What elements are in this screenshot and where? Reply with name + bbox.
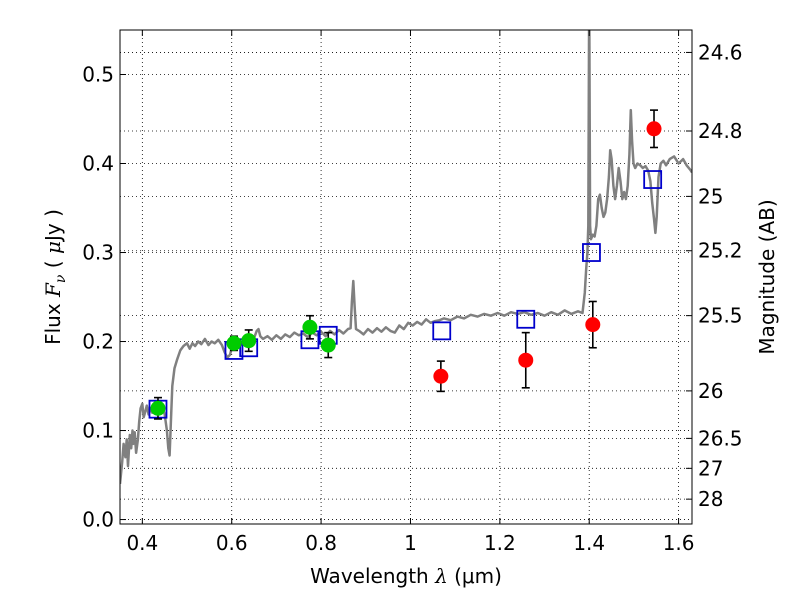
spectrum-line	[120, 30, 692, 485]
green-data-point	[150, 400, 166, 416]
y-axis-label: Flux Fν ( μJy )	[41, 209, 69, 345]
red-data-point	[433, 368, 449, 384]
x-tick-label: 0.4	[126, 531, 158, 555]
y2-tick-label: 25.2	[698, 239, 743, 263]
model-square	[643, 170, 663, 189]
x-tick-label: 1.4	[573, 531, 605, 555]
y2-tick-label: 26.5	[698, 426, 743, 450]
x-tick-label: 1	[404, 531, 417, 555]
y2-tick-label: 27	[698, 456, 723, 480]
green-data-point	[320, 337, 336, 353]
green-data-point	[302, 319, 318, 335]
y-tick-label: 0.2	[82, 330, 114, 354]
y2-axis-label: Magnitude (AB)	[755, 199, 779, 354]
x-axis-label: Wavelength λ (μm)	[310, 564, 502, 588]
y2-tick-label: 25.5	[698, 304, 743, 328]
x-tick-label: 1.6	[663, 531, 695, 555]
markers	[148, 109, 663, 420]
model-square	[432, 321, 452, 341]
x-tick-label: 1.2	[484, 531, 516, 555]
model-square	[516, 309, 536, 329]
y2-tick-label: 25	[698, 184, 723, 208]
y2-tick-label: 24.6	[698, 40, 743, 64]
grid	[120, 30, 692, 524]
x-tick-label: 0.8	[305, 531, 337, 555]
red-data-point	[518, 352, 534, 368]
red-data-point	[646, 121, 662, 137]
y2-tick-label: 24.8	[698, 119, 743, 143]
green-data-point	[226, 335, 242, 351]
ticks: 0.4 0.6 0.8 1 1.2 1.4 1.6 0.0 0.1 0.2 0.3 0.4 0.5 24.…	[82, 30, 743, 555]
y-tick-label: 0.5	[82, 63, 114, 87]
red-data-point	[585, 317, 601, 333]
plot-frame	[119, 29, 693, 525]
y-tick-label: 0.3	[82, 241, 114, 265]
y-tick-label: 0.4	[82, 152, 114, 176]
x-tick-label: 0.6	[216, 531, 248, 555]
y-tick-label: 0.0	[82, 508, 114, 532]
green-data-point	[241, 333, 257, 349]
y-tick-label: 0.1	[82, 419, 114, 443]
model-square	[582, 243, 601, 262]
plot-area	[120, 30, 692, 485]
y2-tick-label: 26	[698, 379, 723, 403]
y2-tick-label: 28	[698, 487, 723, 511]
